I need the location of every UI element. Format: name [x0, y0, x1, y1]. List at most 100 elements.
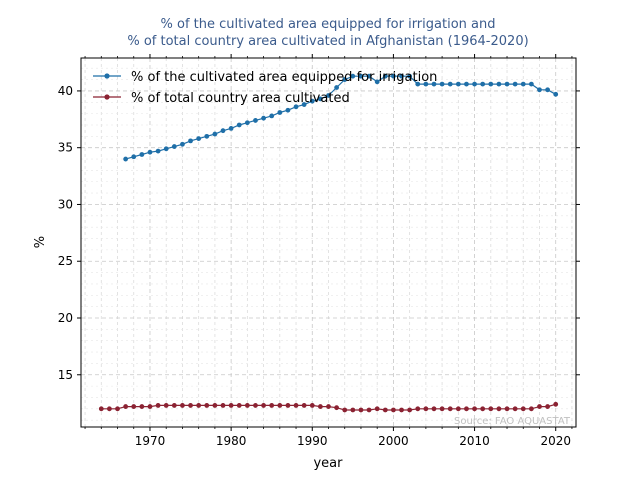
y-tick-label: 30 — [58, 197, 73, 211]
x-tick-label: 1970 — [135, 434, 166, 448]
data-point-cultivated — [537, 404, 542, 409]
data-point-cultivated — [163, 403, 169, 408]
data-point-cultivated — [366, 407, 372, 413]
data-point-irrigation — [309, 98, 315, 104]
data-point-cultivated — [423, 406, 429, 412]
data-point-cultivated — [334, 405, 340, 411]
data-point-cultivated — [326, 404, 331, 409]
data-point-irrigation — [155, 148, 161, 154]
data-point-cultivated — [277, 403, 283, 408]
data-point-cultivated — [147, 404, 153, 409]
data-point-irrigation — [301, 102, 307, 107]
data-point-irrigation — [431, 81, 437, 87]
data-point-irrigation — [196, 136, 202, 142]
data-point-cultivated — [520, 406, 526, 412]
data-point-irrigation — [204, 133, 210, 139]
x-axis-label: year — [313, 456, 343, 471]
data-point-irrigation — [123, 156, 129, 162]
data-point-irrigation — [399, 73, 404, 79]
data-point-cultivated — [180, 403, 185, 408]
y-tick-label: 40 — [58, 84, 73, 98]
data-point-irrigation — [277, 110, 283, 115]
data-point-cultivated — [496, 406, 502, 412]
data-point-irrigation — [447, 81, 453, 87]
chart-title-line-2: % of total country area cultivated in Af… — [127, 34, 528, 49]
data-point-irrigation — [350, 73, 356, 79]
data-point-cultivated — [415, 406, 421, 412]
data-point-cultivated — [301, 403, 307, 408]
legend-label-cultivated: % of total country area cultivated — [131, 91, 350, 106]
data-point-cultivated — [382, 407, 388, 413]
data-point-irrigation — [131, 154, 137, 160]
data-point-cultivated — [123, 404, 129, 409]
data-point-cultivated — [553, 401, 559, 407]
data-point-cultivated — [350, 407, 356, 413]
data-point-irrigation — [407, 73, 413, 79]
data-point-cultivated — [439, 406, 445, 412]
data-point-cultivated — [244, 403, 250, 408]
data-point-cultivated — [171, 403, 177, 408]
data-point-irrigation — [269, 113, 275, 119]
data-point-cultivated — [220, 403, 226, 408]
data-point-cultivated — [131, 404, 137, 409]
data-point-irrigation — [358, 73, 364, 79]
axis-ticks: 1970 1980 1990 2000 2010 2020 15 20 25 30 35 40 — [58, 54, 580, 448]
data-point-irrigation — [139, 152, 145, 157]
data-point-irrigation — [537, 87, 542, 93]
data-point-irrigation — [512, 81, 518, 87]
data-point-irrigation — [147, 149, 153, 155]
data-point-irrigation — [163, 146, 169, 152]
data-point-irrigation — [391, 73, 396, 79]
data-point-irrigation — [415, 81, 421, 87]
data-point-cultivated — [317, 404, 323, 409]
y-tick-label: 20 — [58, 311, 73, 325]
data-point-cultivated — [269, 403, 275, 408]
data-point-irrigation — [464, 81, 469, 87]
data-point-irrigation — [439, 81, 445, 87]
data-point-cultivated — [115, 406, 120, 412]
x-tick-label: 2000 — [378, 434, 409, 448]
data-point-irrigation — [171, 144, 177, 149]
data-point-cultivated — [391, 407, 396, 413]
x-tick-label: 1980 — [216, 434, 247, 448]
data-point-irrigation — [455, 81, 461, 87]
data-point-cultivated — [228, 403, 234, 408]
data-point-irrigation — [374, 79, 380, 85]
data-point-irrigation — [180, 141, 185, 147]
x-tick-label: 2010 — [459, 434, 490, 448]
data-point-cultivated — [261, 403, 266, 408]
data-point-cultivated — [236, 403, 242, 408]
data-point-cultivated — [464, 406, 469, 412]
data-point-cultivated — [431, 406, 437, 412]
gridlines — [81, 58, 576, 427]
data-point-irrigation — [342, 77, 348, 82]
data-point-cultivated — [374, 406, 380, 412]
legend-marker-cultivated — [104, 94, 110, 100]
x-tick-label: 1990 — [297, 434, 328, 448]
data-point-irrigation — [188, 138, 193, 144]
data-point-cultivated — [455, 406, 461, 412]
data-point-irrigation — [480, 81, 486, 87]
legend: % of the cultivated area equipped for ir… — [93, 70, 437, 106]
data-point-irrigation — [496, 81, 502, 87]
data-point-irrigation — [317, 96, 323, 102]
y-axis-label: % — [33, 236, 48, 248]
y-tick-label: 15 — [58, 368, 73, 382]
data-point-cultivated — [196, 403, 202, 408]
data-point-irrigation — [504, 81, 510, 87]
data-point-cultivated — [358, 407, 364, 413]
data-point-irrigation — [285, 107, 291, 113]
data-point-cultivated — [342, 407, 348, 413]
legend-label-irrigation: % of the cultivated area equipped for ir… — [131, 70, 437, 85]
data-point-irrigation — [261, 115, 266, 121]
data-point-irrigation — [423, 81, 429, 87]
data-point-cultivated — [285, 403, 291, 408]
data-point-cultivated — [98, 406, 104, 412]
series-layer — [98, 73, 559, 413]
data-point-irrigation — [236, 122, 242, 128]
data-point-cultivated — [188, 403, 193, 408]
data-point-cultivated — [212, 403, 218, 408]
data-point-cultivated — [293, 403, 299, 408]
plot-frame — [80, 57, 577, 428]
